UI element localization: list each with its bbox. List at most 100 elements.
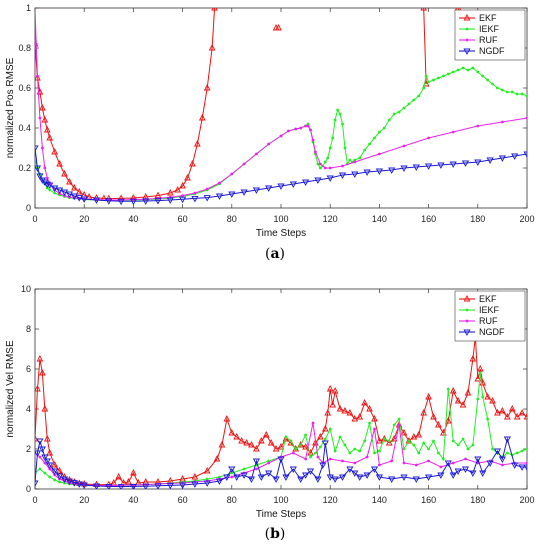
data-point xyxy=(505,451,509,455)
data-point xyxy=(375,474,383,481)
data-point xyxy=(400,165,408,172)
y-tick-label: 1 xyxy=(26,3,31,13)
subcaption: (a) xyxy=(265,246,285,262)
data-point xyxy=(476,70,480,74)
data-point xyxy=(181,194,185,198)
data-point xyxy=(464,457,467,461)
data-point xyxy=(110,479,118,486)
data-point xyxy=(444,417,452,424)
data-point xyxy=(198,114,206,121)
data-point xyxy=(43,181,51,188)
data-point xyxy=(166,482,174,489)
data-point xyxy=(191,195,199,203)
data-point xyxy=(194,140,201,147)
data-point xyxy=(400,474,408,481)
data-point xyxy=(422,441,426,445)
data-point xyxy=(46,449,54,456)
data-point xyxy=(306,122,310,126)
data-point xyxy=(317,433,324,440)
data-point xyxy=(444,460,452,467)
data-point xyxy=(309,128,312,132)
data-point xyxy=(363,439,367,443)
data-point xyxy=(272,476,280,483)
data-point xyxy=(361,399,368,406)
data-point xyxy=(328,166,332,170)
data-point xyxy=(331,136,335,140)
data-point xyxy=(476,124,480,128)
data-point xyxy=(348,451,352,455)
data-point xyxy=(215,478,224,485)
data-point xyxy=(365,455,369,459)
data-point xyxy=(304,457,307,461)
data-point xyxy=(368,142,371,146)
data-point xyxy=(262,431,270,438)
data-point xyxy=(451,461,455,465)
data-point xyxy=(449,161,457,168)
data-point xyxy=(314,451,317,455)
legend-label-ngdf: NGDF xyxy=(479,327,505,337)
data-point xyxy=(299,126,303,130)
data-point xyxy=(523,464,527,471)
data-point xyxy=(499,407,506,414)
data-point xyxy=(471,443,475,447)
data-point xyxy=(415,431,423,438)
data-point xyxy=(105,483,113,489)
data-point xyxy=(326,474,334,481)
data-point xyxy=(459,401,467,408)
data-point xyxy=(351,470,359,477)
data-point xyxy=(474,159,482,166)
data-point xyxy=(36,74,39,78)
data-point xyxy=(297,476,305,483)
data-point xyxy=(311,421,315,425)
data-point xyxy=(476,397,480,401)
data-point xyxy=(238,437,245,444)
data-point xyxy=(255,152,258,156)
series-ekf xyxy=(35,8,464,202)
data-point xyxy=(491,447,494,451)
data-point xyxy=(333,118,337,122)
data-point xyxy=(375,168,383,175)
data-point xyxy=(378,130,381,134)
data-point xyxy=(437,76,440,80)
data-point xyxy=(218,475,221,479)
series-ngdf xyxy=(35,436,527,489)
data-point xyxy=(478,371,482,375)
data-point xyxy=(286,129,290,133)
series-layer xyxy=(35,333,527,489)
data-point xyxy=(449,472,457,479)
data-point xyxy=(326,385,334,392)
data-point xyxy=(230,471,234,475)
data-point xyxy=(43,461,47,465)
data-point xyxy=(228,429,236,436)
data-point xyxy=(154,198,162,205)
data-point xyxy=(211,8,218,11)
data-point xyxy=(46,134,54,141)
data-point xyxy=(511,153,519,160)
data-point xyxy=(240,189,248,196)
data-point xyxy=(432,78,435,82)
data-point xyxy=(437,162,445,169)
data-point xyxy=(402,144,406,148)
data-point xyxy=(66,178,73,185)
data-point xyxy=(424,74,428,78)
data-point xyxy=(508,405,516,412)
data-point xyxy=(299,443,303,447)
data-point xyxy=(456,68,460,72)
data-point xyxy=(341,122,344,126)
data-point xyxy=(142,198,150,205)
series-layer xyxy=(35,8,527,206)
vel-rmse-chart: 0 20 40 60 80 100 120 140 160 180 200 0 2 4 6 8 10 Time S… xyxy=(5,284,535,542)
data-point xyxy=(513,413,521,420)
data-point xyxy=(48,467,52,471)
data-point xyxy=(387,118,391,122)
data-point xyxy=(38,467,42,471)
x-tick-label: 100 xyxy=(273,495,288,505)
data-point xyxy=(525,116,527,120)
data-point xyxy=(474,456,482,463)
data-point xyxy=(388,167,396,174)
data-point xyxy=(230,475,234,479)
data-point xyxy=(346,466,354,473)
data-point xyxy=(420,8,428,11)
